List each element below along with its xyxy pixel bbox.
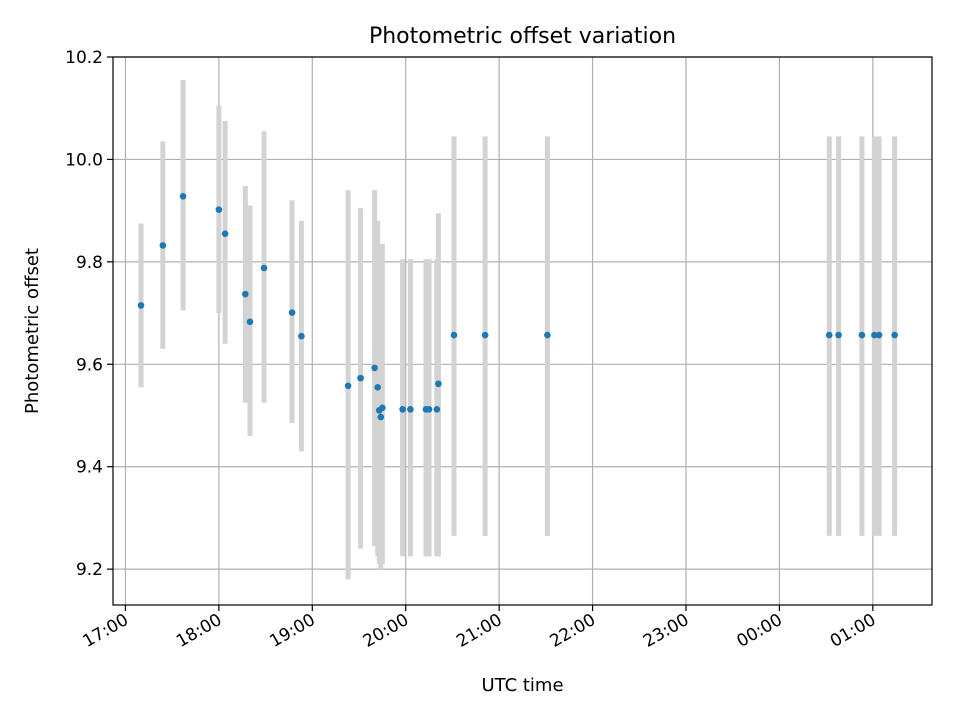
data-point xyxy=(246,318,254,326)
data-point xyxy=(544,331,551,339)
x-tick-label: 21:00 xyxy=(453,610,505,652)
x-tick-label: 01:00 xyxy=(827,610,879,652)
data-point xyxy=(377,413,385,421)
data-point xyxy=(433,406,441,413)
y-axis-label: Photometric offset xyxy=(22,248,43,414)
data-point xyxy=(242,290,249,298)
y-tick-label: 10.0 xyxy=(65,150,103,170)
data-point xyxy=(835,331,842,339)
x-tick-label: 23:00 xyxy=(640,610,692,652)
data-point xyxy=(407,406,414,413)
y-tick-label: 9.4 xyxy=(76,458,103,478)
data-point xyxy=(215,206,223,213)
data-point xyxy=(399,406,406,413)
data-point xyxy=(298,332,305,340)
y-tick-label: 9.8 xyxy=(76,253,103,273)
plot-frame xyxy=(112,56,933,606)
data-point xyxy=(425,406,433,413)
x-tick-label: 00:00 xyxy=(733,610,785,652)
data-point xyxy=(159,242,167,249)
y-tick-label: 9.2 xyxy=(76,560,103,580)
data-point xyxy=(435,380,442,388)
data-point xyxy=(379,404,386,412)
errorbar-layer xyxy=(138,80,898,580)
data-point xyxy=(450,331,458,339)
data-point xyxy=(344,382,352,390)
y-tick-label: 10.2 xyxy=(65,48,103,68)
data-point xyxy=(871,331,878,339)
data-point xyxy=(371,364,378,372)
chart-title: Photometric offset variation xyxy=(369,24,676,49)
x-tick-label: 19:00 xyxy=(266,610,318,652)
data-point xyxy=(221,230,229,237)
data-point xyxy=(137,302,145,309)
x-tick-label: 18:00 xyxy=(173,610,225,652)
data-point xyxy=(858,331,866,339)
x-axis-label: UTC time xyxy=(481,675,563,696)
x-tick-label: 20:00 xyxy=(360,610,412,652)
data-point xyxy=(179,193,187,200)
data-point xyxy=(288,309,296,316)
data-point xyxy=(891,331,898,339)
data-point xyxy=(260,264,268,272)
y-tick-label: 9.6 xyxy=(76,355,103,375)
data-point xyxy=(875,331,883,339)
data-point xyxy=(374,384,381,391)
x-tick-label: 22:00 xyxy=(547,610,599,652)
grid-layer xyxy=(113,56,932,605)
data-point xyxy=(481,331,489,339)
tick-layer: 17:00 18:00 19:00 20:00 21:00 22:00 23:00 00:00… xyxy=(65,48,879,652)
data-point xyxy=(357,374,364,382)
point-layer xyxy=(137,193,898,421)
data-point xyxy=(825,331,833,339)
x-tick-label: 17:00 xyxy=(80,610,132,652)
